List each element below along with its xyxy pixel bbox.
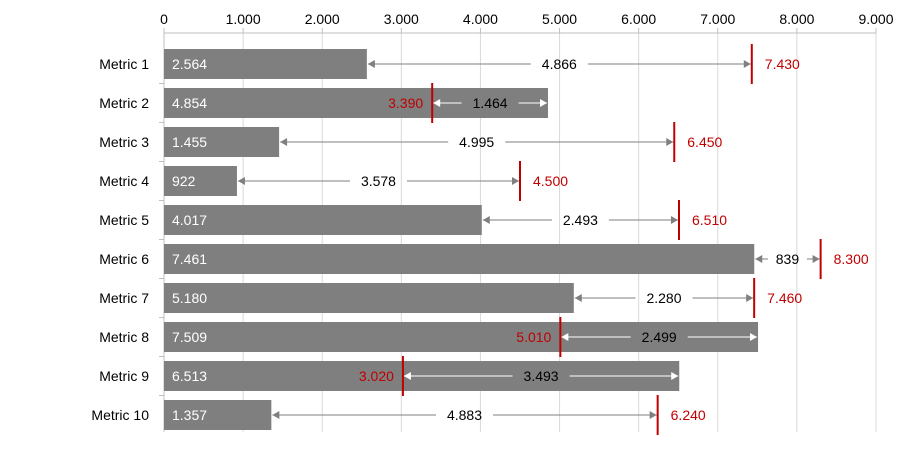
category-label: Metric 8	[99, 329, 149, 345]
difference-arrow-head	[746, 294, 754, 302]
category-label: Metric 2	[99, 95, 149, 111]
difference-arrow-head	[743, 60, 751, 68]
bar	[164, 400, 272, 430]
bar	[164, 49, 367, 79]
difference-arrow-head	[561, 333, 569, 341]
bar	[164, 322, 759, 352]
category-label: Metric 9	[99, 368, 149, 384]
difference-arrow-head	[649, 411, 657, 419]
difference-label: 3.578	[361, 173, 396, 189]
difference-label: 3.493	[524, 368, 559, 384]
bar-value-label: 7.461	[172, 251, 207, 267]
bar	[164, 166, 237, 196]
difference-arrow-head	[237, 177, 245, 185]
bar	[164, 244, 755, 274]
bar-value-label: 922	[172, 173, 196, 189]
x-tick-label: 0	[160, 11, 168, 27]
x-tick-label: 5.000	[542, 11, 577, 27]
bar-value-label: 7.509	[172, 329, 207, 345]
bar	[164, 127, 280, 157]
category-label: Metric 3	[99, 134, 149, 150]
difference-arrow-head	[433, 99, 441, 107]
bar-value-label: 6.513	[172, 368, 207, 384]
x-tick-label: 2.000	[305, 11, 340, 27]
target-label: 8.300	[834, 251, 869, 267]
bar-value-label: 5.180	[172, 290, 207, 306]
bar-value-label: 1.357	[172, 407, 207, 423]
x-tick-label: 7.000	[700, 11, 735, 27]
target-label: 3.390	[388, 95, 423, 111]
difference-arrow-head	[750, 333, 758, 341]
target-label: 3.020	[359, 368, 394, 384]
x-tick-label: 8.000	[779, 11, 814, 27]
target-label: 4.500	[533, 173, 568, 189]
difference-label: 4.866	[542, 56, 577, 72]
category-label: Metric 6	[99, 251, 149, 267]
category-label: Metric 5	[99, 212, 149, 228]
bar-value-label: 4.854	[172, 95, 207, 111]
difference-label: 2.499	[642, 329, 677, 345]
x-axis: 0 1.000 2.000 3.000 4.000 5.000 6.000 7.000 8.00…	[160, 11, 894, 432]
bar	[164, 88, 549, 118]
difference-arrow-head	[272, 411, 280, 419]
category-label: Metric 7	[99, 290, 149, 306]
bar	[164, 205, 482, 235]
difference-arrow-head	[482, 216, 490, 224]
annotations: 4.866 7.430 1.464 3.390 4.995 6.450 3.578 4.500…	[237, 44, 869, 435]
bar-value-label: 1.455	[172, 134, 207, 150]
difference-label: 839	[776, 251, 800, 267]
difference-label: 2.280	[646, 290, 681, 306]
target-label: 6.450	[687, 134, 722, 150]
difference-arrow-head	[671, 372, 679, 380]
x-tick-label: 1.000	[226, 11, 261, 27]
difference-arrow-head	[574, 294, 582, 302]
bar-value-label: 4.017	[172, 212, 207, 228]
category-label: Metric 1	[99, 56, 149, 72]
target-label: 6.240	[671, 407, 706, 423]
target-label: 7.430	[765, 56, 800, 72]
category-label: Metric 4	[99, 173, 149, 189]
difference-label: 4.995	[459, 134, 494, 150]
bar	[164, 283, 574, 313]
x-tick-label: 6.000	[621, 11, 656, 27]
x-tick-label: 3.000	[384, 11, 419, 27]
category-label: Metric 10	[91, 407, 149, 423]
bars: 2.564 4.854 1.455 922 4.017 7.461 5.180 7.509 6.…	[164, 49, 759, 430]
difference-arrow-head	[512, 177, 519, 185]
x-tick-label: 9.000	[858, 11, 893, 27]
difference-label: 4.883	[447, 407, 482, 423]
difference-label: 1.464	[473, 95, 508, 111]
difference-arrow-head	[812, 255, 820, 263]
bar-value-label: 2.564	[172, 56, 207, 72]
x-tick-label: 4.000	[463, 11, 498, 27]
difference-arrow-head	[403, 372, 411, 380]
difference-label: 2.493	[563, 212, 598, 228]
target-label: 5.010	[516, 329, 551, 345]
difference-arrow-head	[671, 216, 679, 224]
difference-arrow-head	[755, 255, 763, 263]
target-label: 7.460	[767, 290, 802, 306]
difference-arrow-head	[540, 99, 548, 107]
category-axis: Metric 1 Metric 2 Metric 3 Metric 4 Metric 5…	[91, 56, 164, 423]
target-label: 6.510	[692, 212, 727, 228]
difference-arrow-head	[280, 138, 288, 146]
difference-arrow-head	[367, 60, 375, 68]
difference-arrow-head	[666, 138, 674, 146]
